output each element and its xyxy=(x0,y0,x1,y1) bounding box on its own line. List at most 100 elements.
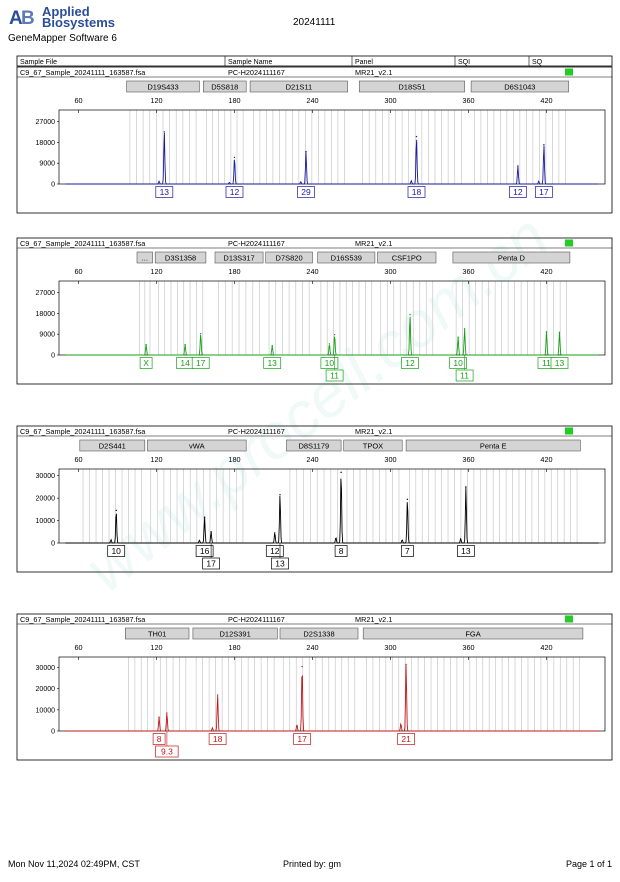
allele-box xyxy=(202,557,220,570)
allele-label: 8 xyxy=(339,546,344,556)
allele-box xyxy=(208,733,227,745)
x-tick-label: 420 xyxy=(540,96,552,105)
allele-box xyxy=(535,186,553,198)
sample-name: PC-H2024111167 xyxy=(228,68,285,77)
allele-label: X xyxy=(143,358,149,368)
allele-label: 13 xyxy=(160,187,170,197)
allele-box xyxy=(509,186,527,198)
x-tick-label: 60 xyxy=(74,96,82,105)
allele-box xyxy=(550,357,569,369)
y-tick-label: 18000 xyxy=(36,311,56,318)
locus-label: Penta D xyxy=(498,254,526,263)
allele-box xyxy=(293,733,311,745)
allele-box xyxy=(271,557,289,570)
locus-box xyxy=(265,251,313,264)
allele-label: 17 xyxy=(297,734,307,744)
allele-box xyxy=(139,357,153,369)
allele-box xyxy=(455,369,474,382)
locus-box xyxy=(317,251,376,264)
locus-label: D12S391 xyxy=(220,630,251,639)
x-tick-label: 360 xyxy=(462,96,474,105)
x-tick-label: 240 xyxy=(306,267,318,276)
locus-label: D6S1043 xyxy=(504,83,535,92)
locus-box xyxy=(452,251,571,264)
x-tick-label: 300 xyxy=(384,643,396,652)
sample-name: PC-H2024111167 xyxy=(228,427,285,436)
sample-name: PC-H2024111167 xyxy=(228,615,285,624)
x-tick-label: 120 xyxy=(150,455,162,464)
allele-label: 13 xyxy=(461,546,471,556)
x-tick-label: 180 xyxy=(228,96,240,105)
allele-label: 9.3 xyxy=(161,747,173,757)
table-header-box xyxy=(16,55,613,67)
panel-blue: C9_67_Sample_20241111_163587.fsa PC-H2024… xyxy=(16,66,613,214)
allele-box xyxy=(225,186,244,198)
y-tick-label: 0 xyxy=(51,541,55,548)
y-tick-label: 18000 xyxy=(36,140,56,147)
locus-label: D5S818 xyxy=(211,83,238,92)
trace-green xyxy=(65,316,599,356)
locus-box xyxy=(343,439,403,452)
trace-blue xyxy=(65,132,599,185)
quality-flag xyxy=(565,615,573,623)
quality-flag xyxy=(565,68,573,76)
locus-box xyxy=(214,251,264,264)
logo-mark-letters-b: B xyxy=(21,8,35,29)
allele-label: 18 xyxy=(412,187,422,197)
panel-frame xyxy=(16,66,613,214)
x-tick-label: 360 xyxy=(462,643,474,652)
allele-box xyxy=(397,733,415,745)
allele-box xyxy=(191,357,210,369)
allele-box xyxy=(195,545,214,557)
y-tick-label: 27000 xyxy=(36,119,56,126)
locus-box xyxy=(279,627,359,640)
x-tick-label: 360 xyxy=(462,455,474,464)
dye-panels: C9_67_Sample_20241111_163587.fsa PC-H2024… xyxy=(16,66,613,761)
y-tick-label: 9000 xyxy=(39,332,55,339)
allele-label: 13 xyxy=(275,559,285,569)
locus-label: TH01 xyxy=(148,630,166,639)
allele-box xyxy=(320,357,339,369)
report-title: 20241111 xyxy=(293,17,336,28)
locus-box xyxy=(377,251,437,264)
locus-label: D13S317 xyxy=(223,254,254,263)
allele-box xyxy=(457,545,475,557)
sample-file: C9_67_Sample_20241111_163587.fsa xyxy=(20,239,146,248)
allele-label: 11 xyxy=(460,371,469,381)
locus-box xyxy=(362,627,584,640)
quality-flag xyxy=(565,427,573,435)
locus-box xyxy=(405,439,581,452)
logo-line2: Biosystems xyxy=(42,15,115,30)
panel-red: C9_67_Sample_20241111_163587.fsa PC-H2024… xyxy=(16,613,613,761)
x-tick-label: 420 xyxy=(540,643,552,652)
footer-page: Page 1 of 1 xyxy=(566,859,612,869)
locus-label: D2S1338 xyxy=(303,630,334,639)
allele-label: 13 xyxy=(555,358,565,368)
allele-label: 17 xyxy=(206,559,216,569)
x-tick-label: 120 xyxy=(150,643,162,652)
x-tick-label: 180 xyxy=(228,643,240,652)
logo: A B Applied Biosystems xyxy=(8,4,115,30)
y-tick-label: 10000 xyxy=(36,707,56,714)
locus-label: D19S433 xyxy=(147,83,178,92)
locus-box xyxy=(154,251,207,264)
allele-label: 11 xyxy=(542,358,551,368)
allele-label: 17 xyxy=(196,358,206,368)
y-tick-label: 30000 xyxy=(36,665,56,672)
allele-box xyxy=(401,545,414,557)
panel-name: MR21_v2.1 xyxy=(355,68,392,77)
x-tick-label: 300 xyxy=(384,455,396,464)
footer-printed-by: Printed by: gm xyxy=(283,859,341,869)
locus-label: D7S820 xyxy=(276,254,303,263)
allele-box xyxy=(449,357,467,369)
allele-box xyxy=(297,186,315,198)
y-tick-label: 9000 xyxy=(39,161,55,168)
x-tick-label: 420 xyxy=(540,267,552,276)
allele-label: 12 xyxy=(405,358,415,368)
logo-mark-letters: A xyxy=(9,8,23,29)
locus-label: D21S11 xyxy=(286,83,313,92)
allele-label: 10 xyxy=(325,358,335,368)
sample-file: C9_67_Sample_20241111_163587.fsa xyxy=(20,427,146,436)
allele-label: 18 xyxy=(213,734,223,744)
